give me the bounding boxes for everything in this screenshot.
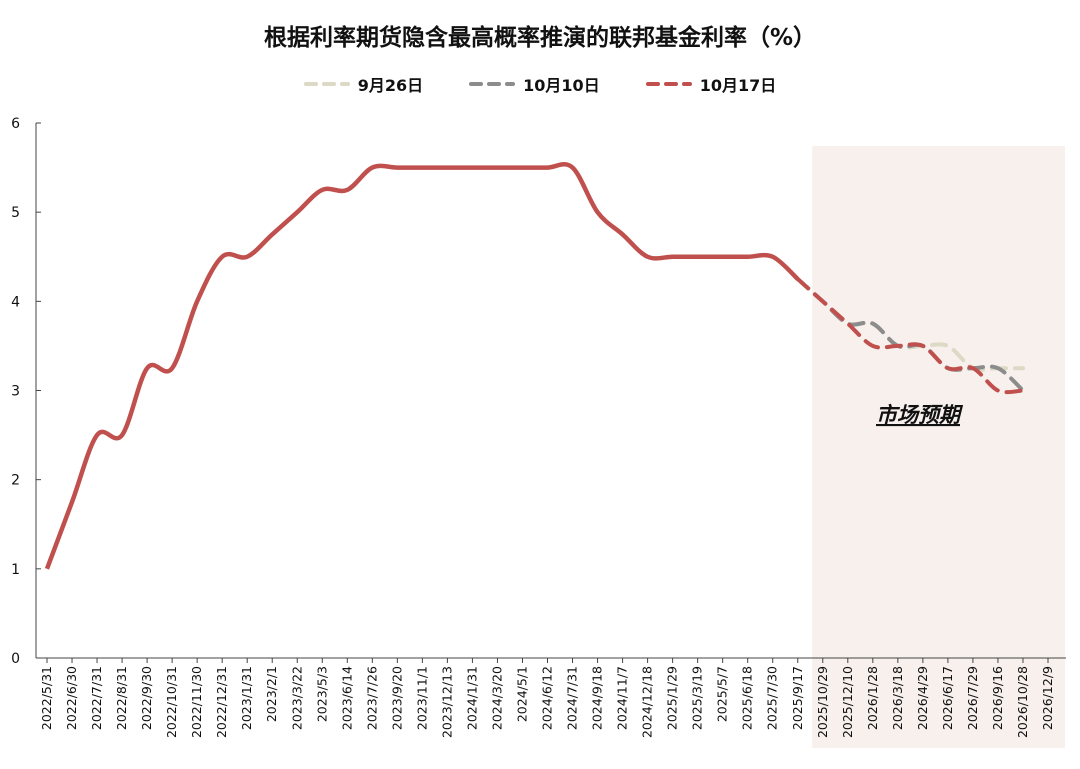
x-tick-label: 2023/3/22 xyxy=(289,666,304,730)
x-tick-label: 2024/6/12 xyxy=(540,666,555,730)
x-tick-label: 2025/7/30 xyxy=(765,666,780,730)
legend-item-oct10: 10月10日 xyxy=(469,72,600,96)
x-tick-label: 2024/12/18 xyxy=(640,666,655,738)
x-tick-label: 2022/7/31 xyxy=(89,666,104,730)
legend-swatch-oct10 xyxy=(469,82,516,86)
x-tick-label: 2025/3/19 xyxy=(690,666,705,730)
x-tick-label: 2024/7/31 xyxy=(565,666,580,730)
x-tick-label: 2024/1/31 xyxy=(464,666,479,730)
x-tick-label: 2022/10/31 xyxy=(164,666,179,738)
axes: 0 1 2 3 4 5 6 2022/5/31 2022/6/30 2022/7/31 2022/8… xyxy=(11,116,1066,738)
legend-item-oct17: 10月17日 xyxy=(645,72,777,96)
x-tick-label: 2026/1/28 xyxy=(865,666,880,730)
x-tick-label: 2025/10/29 xyxy=(815,666,830,738)
forecast-shaded-region xyxy=(812,146,1065,748)
y-tick-label: 3 xyxy=(11,384,20,400)
legend-swatch-oct17 xyxy=(645,82,692,86)
x-tick-label: 2026/7/29 xyxy=(965,666,980,730)
legend-label-oct10: 10月10日 xyxy=(523,76,600,95)
x-tick-label: 2022/9/30 xyxy=(139,666,154,730)
market-expectation-annotation: 市场预期 xyxy=(876,403,964,427)
y-tick-label: 1 xyxy=(11,562,20,578)
x-tick-label: 2026/12/9 xyxy=(1040,666,1055,730)
x-tick-label: 2023/9/20 xyxy=(389,666,404,730)
x-tick-label: 2022/12/31 xyxy=(214,666,229,738)
x-tick-label: 2025/6/18 xyxy=(740,666,755,730)
x-tick-label: 2024/5/1 xyxy=(514,666,529,722)
x-tick-label: 2026/4/29 xyxy=(915,666,930,730)
x-tick-label: 2022/11/30 xyxy=(189,666,204,738)
x-tick-label: 2026/3/18 xyxy=(890,666,905,730)
x-tick-label: 2023/7/26 xyxy=(364,666,379,730)
x-tick-label: 2023/6/14 xyxy=(339,666,354,730)
y-tick-label: 2 xyxy=(11,473,20,489)
x-tick-label: 2025/1/29 xyxy=(665,666,680,730)
series-line-history xyxy=(44,162,800,570)
y-tick-label: 0 xyxy=(11,651,20,667)
x-tick-label: 2024/11/7 xyxy=(615,666,630,730)
legend-label-oct17: 10月17日 xyxy=(699,76,777,95)
y-tick-label: 4 xyxy=(11,294,20,310)
x-tick-label: 2023/5/3 xyxy=(314,666,329,722)
x-tick-label: 2023/12/13 xyxy=(439,666,454,738)
x-tick-label: 2026/9/16 xyxy=(990,666,1005,730)
x-tick-label: 2024/3/20 xyxy=(489,666,504,730)
x-tick-label: 2022/8/31 xyxy=(114,666,129,730)
chart-title: 根据利率期货隐含最高概率推演的联邦基金利率（%） xyxy=(263,25,817,51)
series-line-forecast-2 xyxy=(795,277,1025,395)
x-tick-label: 2023/11/1 xyxy=(414,666,429,730)
legend-item-sep26: 9月26日 xyxy=(303,72,424,96)
x-tick-label: 2026/6/17 xyxy=(940,666,955,730)
x-tick-label: 2025/5/7 xyxy=(715,666,730,722)
x-tick-label: 2025/9/17 xyxy=(790,666,805,730)
x-tick-label: 2025/12/10 xyxy=(840,666,855,738)
x-tick-label: 2022/5/31 xyxy=(39,666,54,730)
y-tick-label: 5 xyxy=(11,205,20,221)
legend: 9月26日 10月10日 10月17日 xyxy=(0,72,1080,96)
x-tick-label: 2026/10/28 xyxy=(1015,666,1030,738)
y-tick-label: 6 xyxy=(11,116,20,132)
x-tick-label: 2022/6/30 xyxy=(64,666,79,730)
series-lines xyxy=(44,162,1025,570)
legend-swatch-sep26 xyxy=(303,82,350,86)
legend-label-sep26: 9月26日 xyxy=(357,76,424,95)
x-tick-label: 2023/2/1 xyxy=(264,666,279,722)
x-tick-label: 2023/1/31 xyxy=(239,666,254,730)
x-tick-label: 2024/9/18 xyxy=(590,666,605,730)
